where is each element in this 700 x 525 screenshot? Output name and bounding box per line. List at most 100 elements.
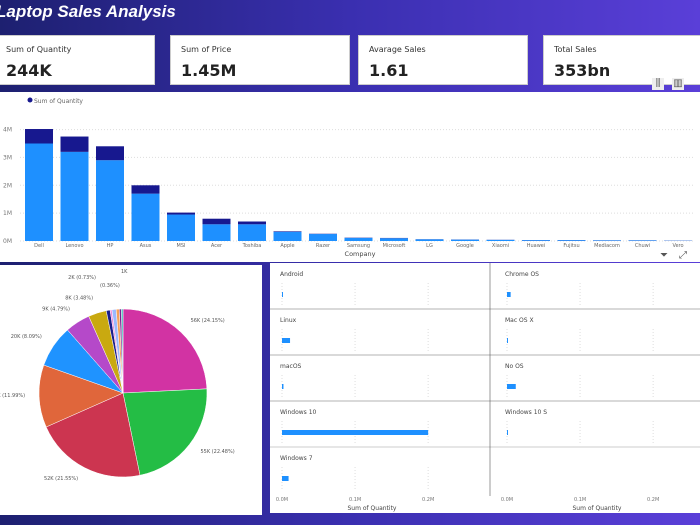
x-tick-label: Lenovo — [65, 243, 83, 249]
focus-mode-icon[interactable]: ⤢ — [677, 250, 689, 262]
kpi-card-quantity[interactable]: Sum of Quantity 244K — [0, 35, 155, 85]
kpi-value: 1.61 — [369, 61, 409, 80]
bar-acer — [202, 218, 231, 225]
bar-razer — [309, 234, 337, 241]
x-tick-label: Apple — [280, 243, 294, 249]
x-axis-title: Sum of Quantity — [348, 505, 397, 512]
pie-data-label: 20K (8.09%) — [11, 334, 42, 340]
bar-dell — [25, 129, 53, 144]
bar-asus — [131, 185, 160, 194]
y-tick-label: 4M — [3, 127, 12, 134]
pie-data-label: 29K (11.99%) — [0, 393, 25, 399]
x-tick-label: MSI — [177, 243, 186, 249]
bar-fujitsu — [557, 240, 586, 241]
panel-title: Windows 7 — [280, 455, 313, 462]
x-tick-label: Samsung — [347, 243, 370, 249]
pie-slice — [122, 308, 208, 394]
pie-data-label: 8K (3.48%) — [65, 296, 93, 302]
x-axis-title: Sum of Quantity — [573, 505, 622, 512]
x-tick-label: 0.1M — [349, 497, 361, 503]
x-tick-label: Toshiba — [242, 243, 262, 249]
x-tick-label: Acer — [211, 243, 223, 249]
bar-xiaomi — [486, 239, 515, 241]
bar-google — [451, 239, 479, 241]
pie-slice — [38, 364, 124, 428]
pie-data-label: (0.36%) — [100, 283, 120, 289]
bar-msi — [167, 212, 195, 215]
bar-acer — [202, 224, 231, 241]
legend-item: Sum of Quantity — [34, 98, 83, 105]
bar-hp — [96, 160, 124, 241]
bar-apple — [273, 231, 302, 232]
bar-dell — [25, 143, 53, 241]
bar-hp — [96, 146, 124, 161]
pie-chart-panel: 56K (24.15%) 55K (22.48%) 52K (21.55%) 29K … — [0, 265, 262, 515]
y-tick-label: 3M — [3, 154, 12, 161]
drill-icon[interactable]: ⫼ — [652, 78, 664, 90]
small-multiples-svg: Android Chrome OS Linux Mac OS X macOS No OS W… — [270, 263, 700, 512]
bar-huawei — [522, 240, 550, 241]
bar-windows-10-s — [507, 430, 508, 435]
bar-windows-10 — [282, 430, 429, 435]
kpi-card-average[interactable]: Avarage Sales 1.61 — [358, 35, 528, 85]
legend-marker — [27, 97, 33, 103]
bar-macos — [282, 384, 284, 389]
y-tick-label: 1M — [3, 210, 12, 217]
x-tick-label: Fujitsu — [563, 243, 579, 249]
x-tick-label: 0.0M — [276, 497, 288, 503]
pie-data-label: 52K (21.55%) — [44, 476, 78, 482]
pie-data-label: 2K (0.73%) — [68, 275, 96, 281]
kpi-label: Sum of Price — [181, 45, 232, 54]
x-tick-label: Chuwi — [635, 243, 650, 249]
pie-data-label: 55K (22.48%) — [200, 449, 234, 455]
kpi-label: Total Sales — [554, 45, 597, 54]
bar-no-os — [507, 384, 516, 389]
bar-chart-svg: f PriceSum of Quantity0M1M2M3M4MDellLeno… — [3, 97, 695, 258]
panel-title: Chrome OS — [505, 271, 539, 278]
x-tick-label: Xiaomi — [492, 243, 509, 249]
y-tick-label: 0M — [3, 238, 12, 245]
x-axis-title: Company — [345, 250, 376, 258]
panel-title: Android — [280, 271, 303, 278]
kpi-label: Sum of Quantity — [6, 45, 72, 54]
x-tick-label: Mediacom — [594, 243, 620, 249]
kpi-card-price[interactable]: Sum of Price 1.45M — [170, 35, 350, 85]
pie-slice — [122, 388, 208, 476]
bar-chrome-os — [507, 292, 511, 297]
bar-windows-7 — [282, 476, 289, 481]
pie-slice — [121, 308, 124, 394]
chart-icon[interactable]: ▥ — [672, 78, 684, 90]
page-title: Laptop Sales Analysis — [0, 2, 176, 21]
x-tick-label: LG — [426, 243, 433, 249]
bar-mediacom — [593, 240, 621, 241]
bar-lg — [415, 239, 444, 241]
panel-title: macOS — [280, 363, 302, 370]
bar-samsung — [344, 237, 373, 241]
bar-apple — [273, 231, 302, 241]
filter-icon[interactable]: ⏷ — [658, 250, 670, 262]
x-tick-label: Huawei — [527, 243, 546, 249]
panel-title: Mac OS X — [505, 317, 534, 324]
kpi-value: 244K — [6, 61, 52, 80]
x-tick-label: Vero — [672, 243, 683, 249]
x-tick-label: 0.2M — [647, 497, 659, 503]
kpi-card-total[interactable]: Total Sales 353bn — [543, 35, 700, 85]
x-tick-label: Dell — [34, 243, 44, 249]
x-tick-label: Razer — [316, 243, 331, 249]
x-tick-label: 0.2M — [422, 497, 434, 503]
bar-mac-os-x — [507, 338, 508, 343]
os-small-multiples-panel: Android Chrome OS Linux Mac OS X macOS No OS W… — [270, 263, 700, 513]
x-tick-label: HP — [107, 243, 114, 249]
kpi-value: 1.45M — [181, 61, 237, 80]
bar-asus — [131, 193, 160, 241]
bar-msi — [167, 214, 195, 241]
pie-data-label: 9K (4.79%) — [42, 307, 70, 313]
x-tick-label: 0.0M — [501, 497, 513, 503]
panel-title: No OS — [505, 363, 524, 370]
bar-toshiba — [238, 224, 266, 241]
y-tick-label: 2M — [3, 182, 12, 189]
panel-title: Windows 10 — [280, 409, 317, 416]
pie-slice — [45, 392, 141, 478]
bar-lenovo — [60, 151, 89, 241]
pie-chart-svg: 56K (24.15%) 55K (22.48%) 52K (21.55%) 29K … — [0, 269, 235, 482]
